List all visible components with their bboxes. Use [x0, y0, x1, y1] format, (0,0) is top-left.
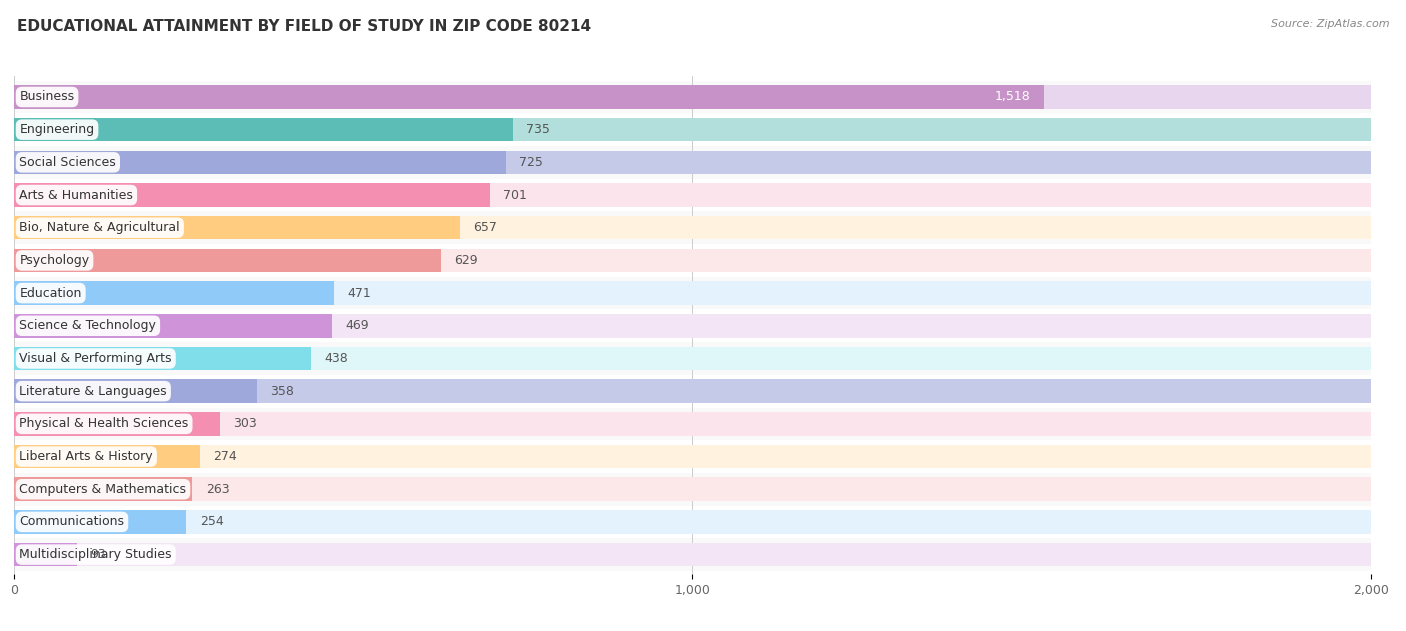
Bar [14, 510, 1371, 534]
Text: 438: 438 [325, 352, 349, 365]
Bar [14, 114, 1371, 146]
Bar [14, 277, 1371, 309]
Bar [14, 412, 219, 435]
Text: 471: 471 [347, 286, 371, 300]
Text: Science & Technology: Science & Technology [20, 319, 156, 333]
Text: 1,518: 1,518 [994, 90, 1031, 103]
Text: Social Sciences: Social Sciences [20, 156, 117, 169]
Text: Physical & Health Sciences: Physical & Health Sciences [20, 417, 188, 430]
Text: Arts & Humanities: Arts & Humanities [20, 189, 134, 201]
Bar [14, 309, 1371, 342]
Bar [14, 314, 1371, 338]
Text: EDUCATIONAL ATTAINMENT BY FIELD OF STUDY IN ZIP CODE 80214: EDUCATIONAL ATTAINMENT BY FIELD OF STUDY… [17, 19, 591, 34]
Bar [14, 538, 1371, 571]
Text: Multidisciplinary Studies: Multidisciplinary Studies [20, 548, 172, 561]
Text: Psychology: Psychology [20, 254, 90, 267]
Bar [14, 379, 257, 403]
Bar [14, 445, 1371, 468]
Text: 93: 93 [91, 548, 107, 561]
Text: Computers & Mathematics: Computers & Mathematics [20, 483, 187, 496]
Text: 274: 274 [214, 450, 238, 463]
Bar [14, 151, 1371, 174]
Bar [14, 445, 200, 468]
Bar [14, 244, 1371, 277]
Text: Visual & Performing Arts: Visual & Performing Arts [20, 352, 172, 365]
Text: 629: 629 [454, 254, 478, 267]
Bar [14, 85, 1371, 109]
Bar [14, 151, 506, 174]
Text: Education: Education [20, 286, 82, 300]
Text: Liberal Arts & History: Liberal Arts & History [20, 450, 153, 463]
Text: 735: 735 [526, 123, 550, 136]
Bar [14, 249, 440, 272]
Bar [14, 211, 1371, 244]
Bar [14, 375, 1371, 408]
Text: 725: 725 [519, 156, 543, 169]
Text: 358: 358 [270, 385, 294, 398]
Bar [14, 478, 193, 501]
Bar [14, 473, 1371, 505]
Bar [14, 118, 513, 141]
Bar [14, 346, 1371, 370]
Text: 303: 303 [233, 417, 257, 430]
Text: 701: 701 [503, 189, 527, 201]
Bar [14, 118, 1371, 141]
Bar [14, 179, 1371, 211]
Bar [14, 183, 1371, 207]
Bar [14, 216, 460, 240]
Bar [14, 281, 1371, 305]
Text: 657: 657 [474, 221, 498, 234]
Bar [14, 408, 1371, 440]
Bar [14, 412, 1371, 435]
Text: 469: 469 [346, 319, 370, 333]
Bar [14, 510, 187, 534]
Bar [14, 314, 332, 338]
Text: 263: 263 [207, 483, 229, 496]
Bar [14, 216, 1371, 240]
Bar [14, 440, 1371, 473]
Text: 254: 254 [200, 516, 224, 528]
Bar [14, 346, 311, 370]
Bar [14, 281, 333, 305]
Bar [14, 505, 1371, 538]
Text: Bio, Nature & Agricultural: Bio, Nature & Agricultural [20, 221, 180, 234]
Bar [14, 85, 1043, 109]
Text: Source: ZipAtlas.com: Source: ZipAtlas.com [1271, 19, 1389, 29]
Bar [14, 249, 1371, 272]
Bar [14, 543, 1371, 567]
Text: Business: Business [20, 90, 75, 103]
Text: Literature & Languages: Literature & Languages [20, 385, 167, 398]
Text: Engineering: Engineering [20, 123, 94, 136]
Bar [14, 183, 489, 207]
Bar [14, 146, 1371, 179]
Bar [14, 379, 1371, 403]
Bar [14, 342, 1371, 375]
Bar [14, 543, 77, 567]
Bar [14, 81, 1371, 114]
Bar [14, 478, 1371, 501]
Text: Communications: Communications [20, 516, 125, 528]
